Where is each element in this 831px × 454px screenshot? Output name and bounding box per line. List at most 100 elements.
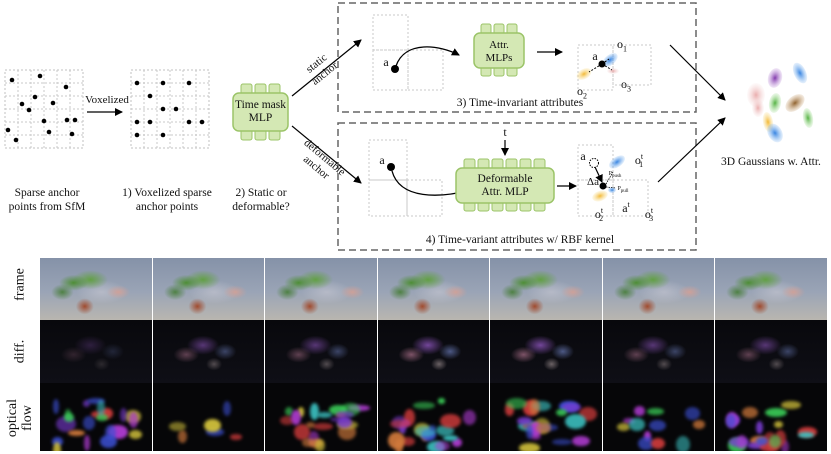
flow-blob	[310, 403, 319, 420]
flow-blob	[617, 423, 631, 431]
flow-blob	[551, 438, 572, 445]
flow-blob	[83, 415, 96, 430]
flow-blob	[101, 408, 114, 420]
flow-blob	[780, 439, 789, 451]
o2t-sub: 2	[599, 214, 604, 224]
flow-blob	[336, 416, 352, 429]
static-o1-label: o1	[614, 38, 630, 55]
o2t-sup: t	[600, 206, 604, 215]
flow-blob	[390, 420, 410, 428]
static-branch-arrow	[291, 39, 362, 97]
flow-blob	[312, 423, 333, 431]
frame-image	[490, 258, 602, 320]
flow-blob	[129, 411, 139, 428]
flow-blob	[403, 409, 415, 426]
row-label-optical-line2: flow	[20, 405, 35, 431]
diff-image	[152, 320, 265, 383]
optical-flow-image	[377, 383, 490, 451]
static-o3-text: o	[621, 77, 627, 91]
flow-blob	[629, 417, 645, 431]
flow-blob	[52, 398, 60, 414]
pull-sub: pull	[620, 189, 629, 195]
sparse-anchor-grid	[4, 69, 84, 149]
static-anchor-label: a	[383, 55, 389, 69]
voxelized-label: Voxelized	[85, 94, 129, 106]
flow-blob	[684, 407, 701, 420]
static-gaussians-panel	[576, 44, 652, 91]
flow-blob	[329, 405, 348, 416]
flow-blob	[314, 439, 325, 451]
deformable-o3t-label: ot3	[640, 204, 658, 225]
flow-blob	[414, 426, 436, 437]
flow-blob	[293, 424, 311, 440]
pull-text: P	[617, 186, 621, 192]
flow-blob	[307, 430, 320, 445]
flow-blob	[572, 435, 591, 446]
static-attr-mlp-block	[473, 23, 525, 77]
static-o1-sub: 1	[623, 44, 627, 54]
flow-blob	[462, 409, 476, 426]
deformable-branch-arrow	[291, 125, 362, 184]
flow-blob	[297, 406, 305, 417]
deformable-anchor-label: a	[379, 153, 385, 167]
flow-blob	[756, 421, 764, 434]
flow-blob	[531, 400, 551, 412]
flow-blob	[435, 440, 451, 451]
deformable-mlp-label: Deformable Attr. MLP	[456, 173, 554, 199]
row-label-frame: frame	[12, 268, 28, 301]
flow-blob	[317, 412, 332, 418]
diff-image	[602, 320, 715, 383]
flow-blob	[452, 438, 463, 448]
flow-blob	[736, 434, 747, 450]
flow-blob	[285, 406, 293, 416]
flow-blob	[756, 436, 769, 446]
deformable-attr-mlp-block	[455, 158, 555, 212]
flow-blob	[168, 422, 186, 431]
diff-image	[40, 320, 152, 383]
step2-caption-line2: deformable?	[232, 201, 290, 213]
flow-blob	[178, 430, 188, 443]
flow-blob	[64, 409, 72, 418]
static-mlp-line1: Attr.	[489, 39, 509, 51]
flow-blob	[646, 407, 664, 415]
time-mask-mlp-line2: MLP	[248, 112, 273, 124]
o3t-sup: t	[650, 206, 654, 215]
flow-blob	[204, 418, 221, 432]
at-text: a	[622, 201, 628, 215]
flow-blob	[394, 439, 404, 451]
push-label: Ppush	[606, 168, 624, 183]
flow-blob	[291, 409, 301, 426]
push-text: P	[608, 171, 612, 177]
flow-blob	[68, 430, 86, 437]
optical-flow-image	[490, 383, 602, 451]
flow-blob	[435, 425, 455, 436]
results-strip: frame diff. optical flow	[0, 255, 831, 454]
input-caption-line2: points from SfM	[8, 201, 86, 213]
flow-blob	[223, 400, 232, 416]
flow-blob	[279, 415, 294, 426]
o3t-text: o	[644, 207, 651, 221]
flow-blob	[529, 398, 541, 415]
time-mask-mlp-block	[232, 83, 289, 141]
flow-blob	[440, 413, 462, 428]
flow-blob	[429, 424, 436, 432]
frame-image	[377, 258, 490, 320]
flow-blob	[119, 407, 128, 422]
static-to-output-arrow	[669, 44, 726, 101]
flow-blob	[83, 399, 91, 407]
static-o2-text: o	[577, 84, 583, 98]
frame-row	[40, 258, 828, 320]
flow-blob	[651, 437, 666, 450]
deformable-attributes-box	[337, 122, 697, 251]
o2t-text: o	[594, 207, 601, 221]
deformable-anchor-panel	[368, 139, 472, 217]
time-mask-mlp-label: Time mask MLP	[233, 99, 288, 125]
frame-image	[152, 258, 265, 320]
flow-blob	[638, 437, 654, 451]
static-mlp-label: Attr. MLPs	[474, 39, 524, 65]
static-a-label: a	[592, 49, 598, 63]
flow-blob	[63, 413, 74, 423]
deformable-mlp-line1: Deformable	[477, 173, 533, 185]
flow-blob	[564, 414, 586, 430]
frame-image	[265, 258, 377, 320]
